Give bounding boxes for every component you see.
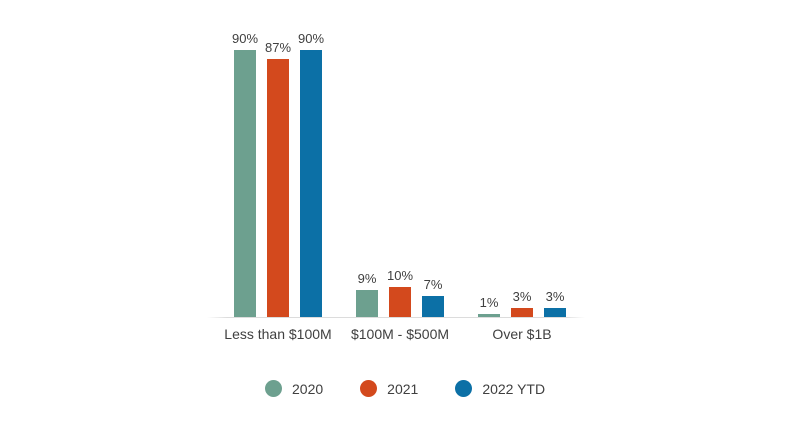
bar-2020 — [234, 50, 256, 317]
bar-value-label: 3% — [545, 289, 565, 304]
bar-value-label: 90% — [231, 31, 259, 46]
bar-value-label: 87% — [264, 40, 292, 55]
bar-column-2021: 3% — [511, 289, 533, 317]
legend-label: 2022 YTD — [482, 380, 546, 397]
bar-value-label: 7% — [423, 277, 443, 292]
bar-column-2022-ytd: 7% — [422, 277, 444, 317]
chart-legend: 2020 2021 2022 YTD — [265, 380, 545, 397]
bar-2020 — [356, 290, 378, 317]
bar-column-2022-ytd: 3% — [544, 289, 566, 317]
bar-value-label: 9% — [357, 271, 377, 286]
x-axis-category-label: $100M - $500M — [350, 326, 450, 342]
legend-item-2022-ytd: 2022 YTD — [455, 380, 545, 397]
x-axis-category-label: Less than $100M — [224, 326, 332, 342]
bar-2020 — [478, 314, 500, 317]
x-axis-category-label: Over $1B — [492, 326, 552, 342]
bar-2022-ytd — [422, 296, 444, 317]
bar-value-label: 3% — [512, 289, 532, 304]
bar-value-label: 90% — [297, 31, 325, 46]
bar-2022-ytd — [544, 308, 566, 317]
bar-2021 — [511, 308, 533, 317]
legend-label: 2021 — [387, 380, 419, 397]
legend-dot-2020 — [265, 380, 282, 397]
bar-value-label: 1% — [479, 295, 499, 310]
bar-column-2020: 90% — [231, 31, 259, 317]
x-axis-line — [207, 317, 585, 318]
bar-2021 — [267, 59, 289, 317]
legend-item-2020: 2020 — [265, 380, 323, 397]
bar-column-2021: 10% — [386, 268, 414, 317]
bar-group-$100m---$500m: 9% 10% 7% — [356, 268, 444, 317]
bar-2021 — [389, 287, 411, 317]
bar-group-less-than-$100m: 90% 87% 90% — [231, 31, 325, 317]
legend-dot-2021 — [360, 380, 378, 397]
legend-dot-2022-ytd — [455, 380, 473, 397]
legend-item-2021: 2021 — [360, 380, 418, 397]
legend-label: 2020 — [292, 380, 324, 397]
bar-column-2021: 87% — [264, 40, 292, 317]
bar-column-2022-ytd: 90% — [297, 31, 325, 317]
bar-value-label: 10% — [386, 268, 414, 283]
bar-column-2020: 1% — [478, 295, 500, 317]
bar-2022-ytd — [300, 50, 322, 317]
bar-column-2020: 9% — [356, 271, 378, 317]
bar-group-over-$1b: 1% 3% 3% — [478, 289, 566, 317]
